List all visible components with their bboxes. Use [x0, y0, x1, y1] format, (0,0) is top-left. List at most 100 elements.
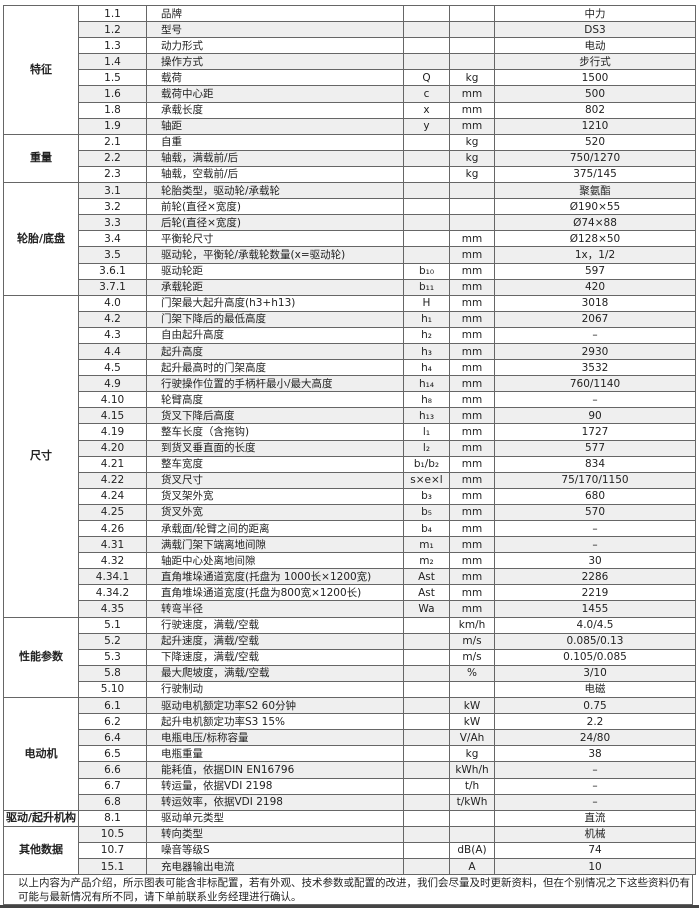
value: 24/80 [494, 729, 696, 747]
item-number: 1.2 [78, 21, 147, 39]
unit: V/Ah [449, 729, 495, 747]
bottom-border [0, 905, 699, 908]
item-name: 能耗值，依据DIN EN16796 [146, 761, 404, 779]
item-number: 4.21 [78, 455, 147, 473]
item-number: 6.7 [78, 777, 147, 795]
unit: mm [449, 568, 495, 586]
table-row: 2.3 轴载，空载前/后 kg 375/145 [4, 165, 696, 184]
symbol [403, 214, 450, 232]
item-number: 10.5 [78, 825, 147, 843]
item-number: 1.8 [78, 101, 147, 119]
item-number: 3.1 [78, 182, 147, 200]
symbol [403, 713, 450, 731]
symbol: b₅ [403, 503, 450, 522]
value: 1500 [494, 69, 696, 87]
value: 机械 [494, 825, 696, 843]
item-number: 3.6.1 [78, 262, 147, 280]
item-name: 起升高度 [146, 342, 404, 361]
table-row: 4.4 起升高度 h₃ mm 2930 [4, 342, 696, 361]
unit [449, 4, 495, 23]
item-name: 轴载，满载前/后 [146, 149, 404, 167]
value: 直流 [494, 809, 696, 827]
item-name: 门架最大起升高度(h3+h13) [146, 294, 404, 312]
table-row: 4.19 整车长度（含拖钩) l₁ mm 1727 [4, 423, 696, 441]
item-number: 3.5 [78, 246, 147, 264]
symbol [403, 729, 450, 747]
item-name: 轴载，空载前/后 [146, 165, 404, 184]
unit: mm [449, 326, 495, 344]
symbol: s×e×l [403, 471, 450, 489]
unit: kg [449, 165, 495, 184]
value: 802 [494, 101, 696, 119]
table-row: 15.1 充电器输出电流 A 10 [4, 857, 696, 876]
item-name: 轮臂高度 [146, 391, 404, 409]
item-number: 4.0 [78, 294, 147, 312]
unit: mm [449, 310, 495, 328]
value: – [494, 519, 696, 538]
item-name: 直角堆垛通道宽度(托盘为800宽×1200长) [146, 584, 404, 602]
value: 2286 [494, 568, 696, 586]
table-row: 3.5 驱动轮，平衡轮/承载轮数量(x=驱动轮) mm 1x，1/2 [4, 246, 696, 264]
item-name: 充电器输出电流 [146, 857, 404, 876]
item-number: 6.2 [78, 713, 147, 731]
item-name: 到货叉垂直面的长度 [146, 439, 404, 457]
footnote: 以上内容为产品介绍，所示图表可能含非标配置，若有外观、技术参数或配置的改进，我们… [3, 875, 693, 906]
unit [449, 37, 495, 55]
value: 520 [494, 133, 696, 151]
item-number: 3.4 [78, 230, 147, 248]
symbol: b₁/b₂ [403, 455, 450, 473]
table-row: 6.5 电瓶重量 kg 38 [4, 745, 696, 763]
table-row: 5.3 下降速度，满载/空载 m/s 0.105/0.085 [4, 648, 696, 666]
item-number: 1.9 [78, 117, 147, 135]
table-row: 特征 1.1 品牌 中力 [3, 4, 696, 135]
unit [449, 825, 495, 843]
unit: kW [449, 713, 495, 731]
item-number: 4.20 [78, 439, 147, 457]
value: 597 [494, 262, 696, 280]
symbol [403, 149, 450, 167]
unit: mm [449, 407, 495, 425]
value: 577 [494, 439, 696, 457]
group-label: 电动机 [3, 697, 79, 811]
symbol [403, 841, 450, 859]
group-label: 其他数据 [3, 825, 79, 876]
unit: mm [449, 230, 495, 248]
symbol [403, 21, 450, 39]
item-name: 型号 [146, 21, 404, 39]
unit [449, 53, 495, 71]
item-number: 8.1 [78, 809, 147, 827]
value: 3532 [494, 359, 696, 377]
table-row: 3.7.1 承载轮距 b₁₁ mm 420 [4, 278, 696, 296]
table-row: 10.7 噪音等级S dB(A) 74 [4, 841, 696, 859]
table-row: 6.7 转运量，依据VDI 2198 t/h – [4, 777, 696, 795]
unit: % [449, 664, 495, 682]
symbol: Ast [403, 584, 450, 602]
item-number: 4.31 [78, 536, 147, 554]
value: – [494, 793, 696, 811]
table-row: 1.8 承载长度 x mm 802 [4, 101, 696, 119]
value: 2930 [494, 342, 696, 361]
item-number: 4.9 [78, 375, 147, 393]
symbol [403, 198, 450, 216]
table-row: 6.6 能耗值，依据DIN EN16796 kWh/h – [4, 761, 696, 779]
symbol [403, 825, 450, 843]
item-number: 4.35 [78, 600, 147, 618]
value: 3018 [494, 294, 696, 312]
item-name: 承载轮距 [146, 278, 404, 296]
symbol: b₁₁ [403, 278, 450, 296]
item-name: 品牌 [146, 4, 404, 23]
unit: t/kWh [449, 793, 495, 811]
unit: t/h [449, 777, 495, 795]
symbol: h₁₃ [403, 407, 450, 425]
value: 2219 [494, 584, 696, 602]
group-label: 驱动/起升机构 [3, 809, 79, 827]
item-name: 下降速度，满载/空载 [146, 648, 404, 666]
unit: mm [449, 471, 495, 489]
unit: kg [449, 149, 495, 167]
symbol [403, 809, 450, 827]
symbol: h₂ [403, 326, 450, 344]
unit: mm [449, 391, 495, 409]
item-name: 平衡轮尺寸 [146, 230, 404, 248]
value: 1727 [494, 423, 696, 441]
